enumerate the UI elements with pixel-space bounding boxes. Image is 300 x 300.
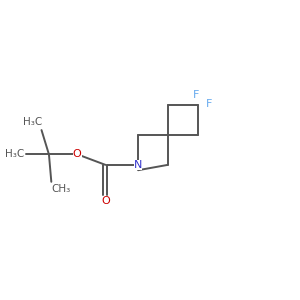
Text: H₃C: H₃C bbox=[23, 117, 42, 128]
Text: H₃C: H₃C bbox=[5, 149, 24, 160]
Text: CH₃: CH₃ bbox=[52, 184, 71, 194]
Text: O: O bbox=[73, 149, 82, 160]
Text: F: F bbox=[193, 90, 199, 100]
Text: N: N bbox=[134, 160, 142, 170]
Text: F: F bbox=[206, 99, 213, 109]
Text: O: O bbox=[101, 196, 110, 206]
